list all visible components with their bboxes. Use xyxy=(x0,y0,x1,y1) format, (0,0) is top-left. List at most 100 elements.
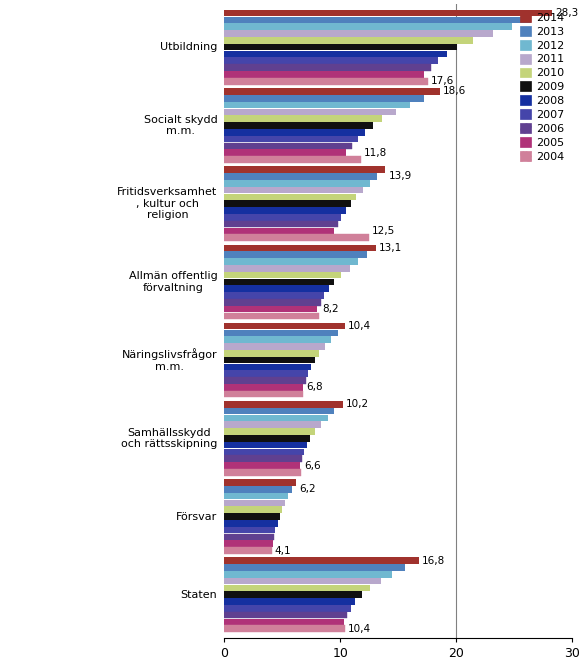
Bar xyxy=(224,350,319,357)
Bar xyxy=(224,173,377,180)
Bar xyxy=(224,313,319,319)
Bar xyxy=(224,31,493,37)
Bar xyxy=(224,479,296,486)
Bar xyxy=(224,329,338,336)
Bar xyxy=(224,292,324,299)
Bar xyxy=(224,578,381,584)
Bar xyxy=(224,414,328,421)
Bar xyxy=(224,129,364,135)
Bar xyxy=(224,214,342,220)
Bar xyxy=(224,564,405,571)
Text: 16,8: 16,8 xyxy=(422,556,445,566)
Bar xyxy=(224,486,291,493)
Bar xyxy=(224,156,361,163)
Bar xyxy=(224,371,308,377)
Bar xyxy=(224,193,356,200)
Text: 17,6: 17,6 xyxy=(431,76,454,86)
Bar xyxy=(224,449,304,456)
Bar xyxy=(224,88,440,95)
Bar xyxy=(224,149,346,156)
Bar xyxy=(224,507,282,513)
Bar xyxy=(224,598,355,605)
Bar xyxy=(224,520,278,527)
Bar xyxy=(224,534,274,540)
Bar xyxy=(224,364,311,371)
Bar xyxy=(224,377,305,384)
Bar xyxy=(224,469,301,475)
Text: 6,2: 6,2 xyxy=(299,484,316,494)
Text: 10,4: 10,4 xyxy=(348,321,371,331)
Text: Försvar: Försvar xyxy=(176,511,217,521)
Text: 4,1: 4,1 xyxy=(275,546,291,556)
Bar xyxy=(224,619,344,625)
Bar xyxy=(224,64,430,71)
Bar xyxy=(224,102,410,108)
Bar xyxy=(224,228,335,234)
Bar xyxy=(224,585,370,591)
Bar xyxy=(224,462,300,469)
Bar xyxy=(224,391,303,398)
Text: 11,8: 11,8 xyxy=(364,147,387,157)
Bar xyxy=(224,244,376,251)
Bar xyxy=(224,286,329,292)
Bar xyxy=(224,220,338,227)
Text: 28,3: 28,3 xyxy=(555,8,578,18)
Text: 8,2: 8,2 xyxy=(322,304,339,314)
Bar xyxy=(224,201,350,207)
Bar xyxy=(224,558,419,564)
Text: Allmän offentlig
förvaltning: Allmän offentlig förvaltning xyxy=(128,271,217,293)
Bar xyxy=(224,44,457,50)
Bar xyxy=(224,547,272,554)
Bar xyxy=(224,187,363,193)
Bar xyxy=(224,207,346,214)
Bar xyxy=(224,10,552,17)
Bar xyxy=(224,58,437,64)
Bar xyxy=(224,135,357,142)
Bar xyxy=(224,108,396,115)
Bar xyxy=(224,527,276,533)
Text: Näringslivsfrågor
m.m.: Näringslivsfrågor m.m. xyxy=(122,349,217,372)
Bar xyxy=(224,143,352,149)
Text: Staten: Staten xyxy=(180,590,217,600)
Bar xyxy=(224,95,423,102)
Bar xyxy=(224,513,280,520)
Bar xyxy=(224,571,392,578)
Bar xyxy=(224,50,447,57)
Text: 12,5: 12,5 xyxy=(372,226,395,236)
Bar xyxy=(224,272,342,278)
Bar xyxy=(224,592,362,598)
Bar xyxy=(224,306,317,312)
Bar xyxy=(224,71,423,78)
Text: 18,6: 18,6 xyxy=(443,86,466,96)
Bar xyxy=(224,612,347,618)
Bar xyxy=(224,234,369,241)
Bar xyxy=(224,279,335,285)
Text: 13,9: 13,9 xyxy=(388,171,412,181)
Bar xyxy=(224,408,335,414)
Bar xyxy=(224,167,385,173)
Text: Fritidsverksamhet
, kultur och
religion: Fritidsverksamhet , kultur och religion xyxy=(117,187,217,220)
Bar xyxy=(224,299,321,305)
Bar xyxy=(224,428,315,435)
Text: 13,1: 13,1 xyxy=(379,243,402,253)
Bar xyxy=(224,493,288,499)
Bar xyxy=(224,343,325,350)
Bar xyxy=(224,435,310,442)
Legend: 2014, 2013, 2012, 2011, 2010, 2009, 2008, 2007, 2006, 2005, 2004: 2014, 2013, 2012, 2011, 2010, 2009, 2008… xyxy=(518,10,566,164)
Text: Utbildning: Utbildning xyxy=(160,42,217,52)
Bar xyxy=(224,258,357,265)
Bar xyxy=(224,442,307,448)
Bar xyxy=(224,401,343,408)
Text: Samhällsskydd
och rättsskipning: Samhällsskydd och rättsskipning xyxy=(121,428,217,449)
Bar xyxy=(224,122,373,129)
Bar xyxy=(224,252,367,258)
Bar xyxy=(224,337,331,343)
Bar xyxy=(224,605,350,612)
Text: 10,2: 10,2 xyxy=(346,399,369,409)
Bar xyxy=(224,357,315,363)
Bar xyxy=(224,17,531,23)
Bar xyxy=(224,625,345,632)
Bar xyxy=(224,78,428,84)
Bar xyxy=(224,456,302,462)
Text: 6,8: 6,8 xyxy=(306,382,323,392)
